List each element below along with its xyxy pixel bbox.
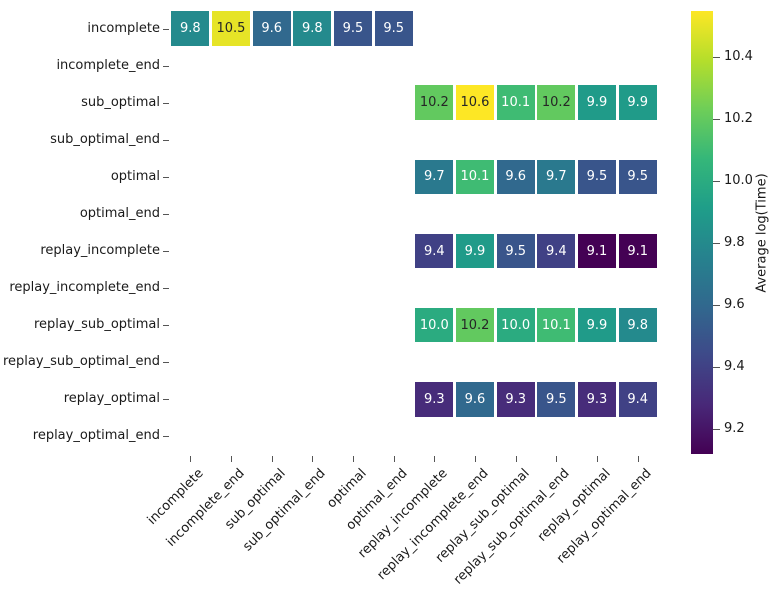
heatmap-cell: 9.6 bbox=[455, 382, 495, 417]
y-tick-label: replay_incomplete bbox=[40, 243, 160, 259]
y-tick-mark bbox=[163, 436, 169, 438]
y-tick-label: sub_optimal bbox=[81, 94, 160, 110]
heatmap-cell: 10.0 bbox=[496, 307, 535, 343]
y-tick-label: replay_optimal_end bbox=[32, 428, 160, 444]
heatmap-cell: 10.2 bbox=[455, 307, 495, 343]
heatmap-cell: 9.7 bbox=[537, 159, 576, 195]
heatmap-cell: 9.1 bbox=[577, 233, 617, 269]
colorbar-tick-label: 9.4 bbox=[724, 359, 745, 375]
heatmap-cell: 9.5 bbox=[537, 382, 576, 417]
heatmap-cell: 9.8 bbox=[171, 11, 210, 46]
heatmap-cell: 9.4 bbox=[537, 233, 576, 269]
colorbar-tick-mark bbox=[713, 181, 720, 183]
heatmap-cell: 9.5 bbox=[374, 11, 413, 46]
colorbar-label: Average log(Time) bbox=[754, 172, 770, 293]
y-tick-mark bbox=[163, 28, 169, 30]
x-tick-mark bbox=[353, 456, 354, 462]
y-tick-mark bbox=[163, 65, 169, 67]
x-tick-label: replay_optimal bbox=[534, 466, 614, 545]
y-tick-mark bbox=[163, 399, 169, 401]
colorbar-tick-label: 10.0 bbox=[724, 173, 753, 189]
y-tick-label: replay_incomplete_end bbox=[9, 280, 160, 296]
y-tick-label: incomplete bbox=[87, 20, 160, 36]
colorbar-tick-mark bbox=[713, 243, 720, 245]
heatmap-cell: 9.9 bbox=[618, 85, 657, 120]
x-tick-mark bbox=[190, 456, 192, 462]
y-tick-mark bbox=[163, 251, 169, 253]
heatmap-cell: 9.8 bbox=[293, 11, 332, 46]
y-tick-label: optimal bbox=[110, 168, 160, 184]
colorbar-tick-label: 9.2 bbox=[724, 421, 745, 437]
x-tick-mark bbox=[475, 456, 476, 462]
heatmap-cell: 9.3 bbox=[415, 382, 454, 417]
y-tick-mark bbox=[163, 325, 169, 327]
heatmap-cell: 9.4 bbox=[618, 382, 657, 417]
heatmap-cell: 9.5 bbox=[618, 159, 657, 195]
x-tick-mark bbox=[515, 456, 517, 462]
heatmap-cell: 9.4 bbox=[415, 233, 454, 269]
y-tick-mark bbox=[163, 362, 169, 364]
y-tick-label: optimal_end bbox=[79, 205, 160, 221]
heatmap-cell: 9.6 bbox=[496, 159, 535, 195]
colorbar-tick-mark bbox=[713, 367, 720, 369]
heatmap-cell: 9.5 bbox=[333, 11, 373, 46]
heatmap-cell: 9.5 bbox=[496, 233, 535, 269]
y-tick-label: replay_sub_optimal bbox=[33, 317, 160, 333]
x-tick-mark bbox=[312, 456, 314, 462]
heatmap-cell: 10.2 bbox=[537, 85, 576, 120]
y-tick-label: sub_optimal_end bbox=[50, 131, 160, 147]
y-tick-mark bbox=[163, 176, 169, 178]
x-tick-mark bbox=[556, 456, 558, 462]
colorbar-gradient bbox=[691, 11, 713, 454]
heatmap-cell: 10.1 bbox=[537, 307, 576, 343]
heatmap-cell: 10.5 bbox=[211, 11, 251, 46]
heatmap-cell: 9.7 bbox=[415, 159, 454, 195]
colorbar-tick-mark bbox=[713, 429, 720, 431]
y-tick-mark bbox=[163, 102, 169, 104]
heatmap-cell: 9.6 bbox=[252, 11, 291, 46]
y-tick-label: replay_optimal bbox=[63, 391, 160, 407]
heatmap-cell: 10.6 bbox=[455, 85, 495, 120]
colorbar-tick-mark bbox=[713, 57, 720, 59]
colorbar-tick-label: 9.8 bbox=[724, 235, 745, 251]
x-tick-mark bbox=[637, 456, 639, 462]
heatmap-cell: 10.1 bbox=[496, 85, 535, 120]
heatmap-cell: 9.3 bbox=[496, 382, 535, 417]
heatmap-cell: 9.9 bbox=[577, 307, 617, 343]
heatmap-cell: 9.9 bbox=[455, 233, 495, 269]
colorbar-tick-label: 10.2 bbox=[724, 111, 753, 127]
heatmap-cell: 10.1 bbox=[455, 159, 495, 195]
heatmap-cell: 9.3 bbox=[577, 382, 617, 417]
y-tick-mark bbox=[163, 288, 169, 290]
x-tick-mark bbox=[271, 456, 273, 462]
heatmap-cell: 9.1 bbox=[618, 233, 657, 269]
colorbar-tick-mark bbox=[713, 119, 720, 121]
y-tick-mark bbox=[163, 139, 169, 141]
heatmap-cell: 9.8 bbox=[618, 307, 657, 343]
heatmap-cell: 9.5 bbox=[577, 159, 617, 195]
y-tick-mark bbox=[163, 213, 169, 215]
colorbar-tick-mark bbox=[713, 305, 720, 307]
heatmap-cell: 10.2 bbox=[415, 85, 454, 120]
colorbar-tick-label: 9.6 bbox=[724, 297, 745, 313]
heatmap-cell: 9.9 bbox=[577, 85, 617, 120]
heatmap-cell: 10.0 bbox=[415, 307, 454, 343]
x-tick-mark bbox=[393, 456, 395, 462]
x-tick-mark bbox=[434, 456, 436, 462]
x-tick-mark bbox=[597, 456, 598, 462]
x-tick-mark bbox=[231, 456, 232, 462]
y-tick-label: incomplete_end bbox=[56, 57, 160, 73]
y-tick-label: replay_sub_optimal_end bbox=[3, 354, 160, 370]
colorbar-tick-label: 10.4 bbox=[724, 49, 753, 65]
